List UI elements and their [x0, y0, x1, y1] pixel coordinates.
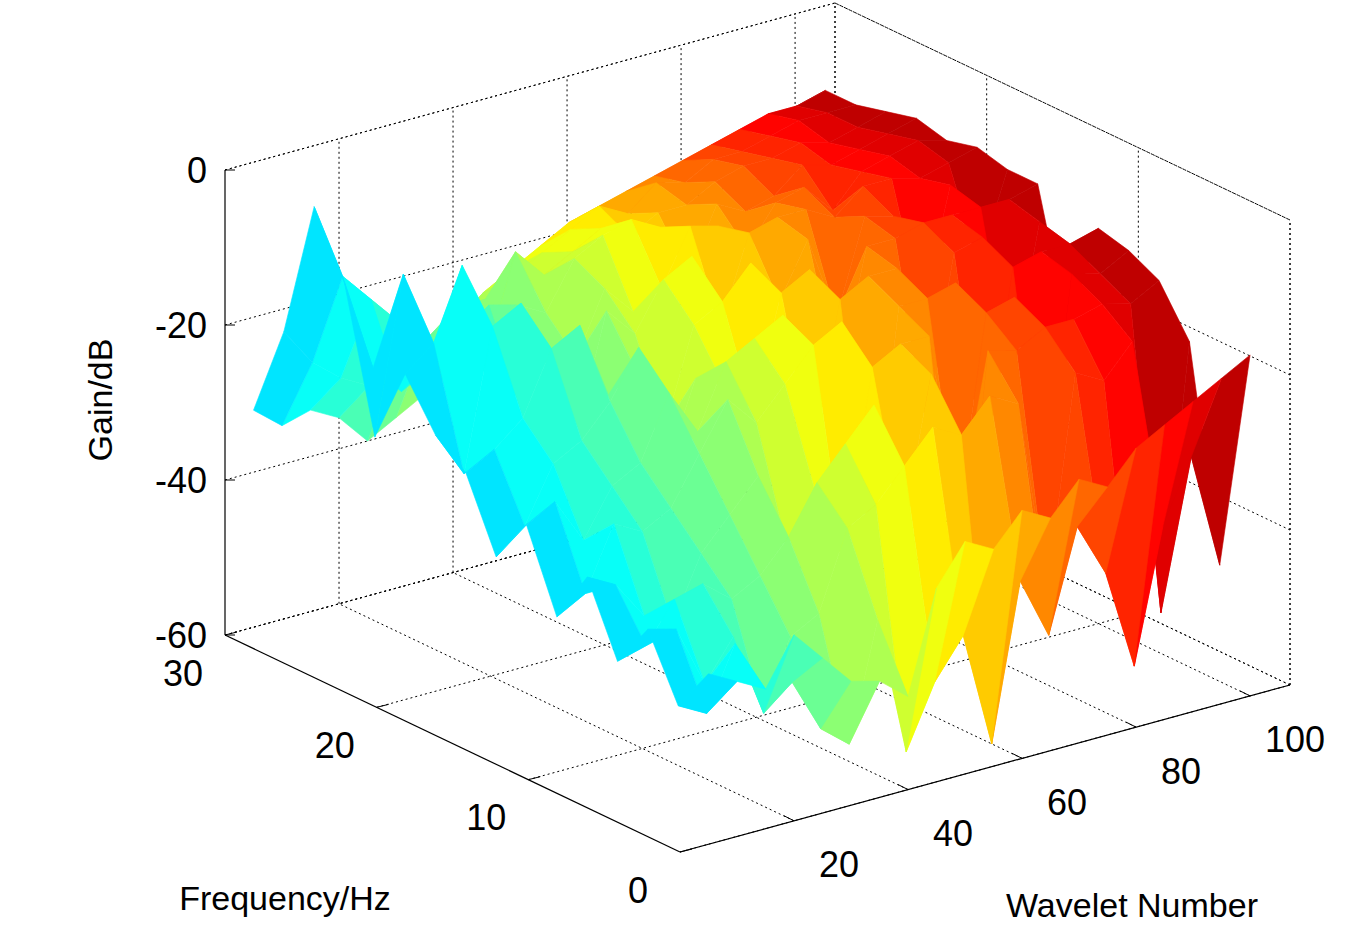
svg-text:-60: -60 [155, 615, 207, 656]
svg-text:100: 100 [1265, 719, 1325, 760]
svg-text:60: 60 [1047, 782, 1087, 823]
svg-text:0: 0 [628, 870, 648, 911]
svg-text:0: 0 [187, 150, 207, 191]
svg-text:40: 40 [933, 813, 973, 854]
svg-text:20: 20 [315, 725, 355, 766]
svg-text:Frequency/Hz: Frequency/Hz [179, 879, 391, 917]
svg-text:10: 10 [466, 797, 506, 838]
svg-text:-20: -20 [155, 305, 207, 346]
svg-text:Gain/dB: Gain/dB [81, 339, 119, 462]
svg-text:-40: -40 [155, 460, 207, 501]
svg-text:30: 30 [163, 653, 203, 694]
svg-text:Wavelet Number: Wavelet Number [1006, 886, 1258, 924]
svg-text:80: 80 [1161, 751, 1201, 792]
svg-text:20: 20 [819, 844, 859, 885]
